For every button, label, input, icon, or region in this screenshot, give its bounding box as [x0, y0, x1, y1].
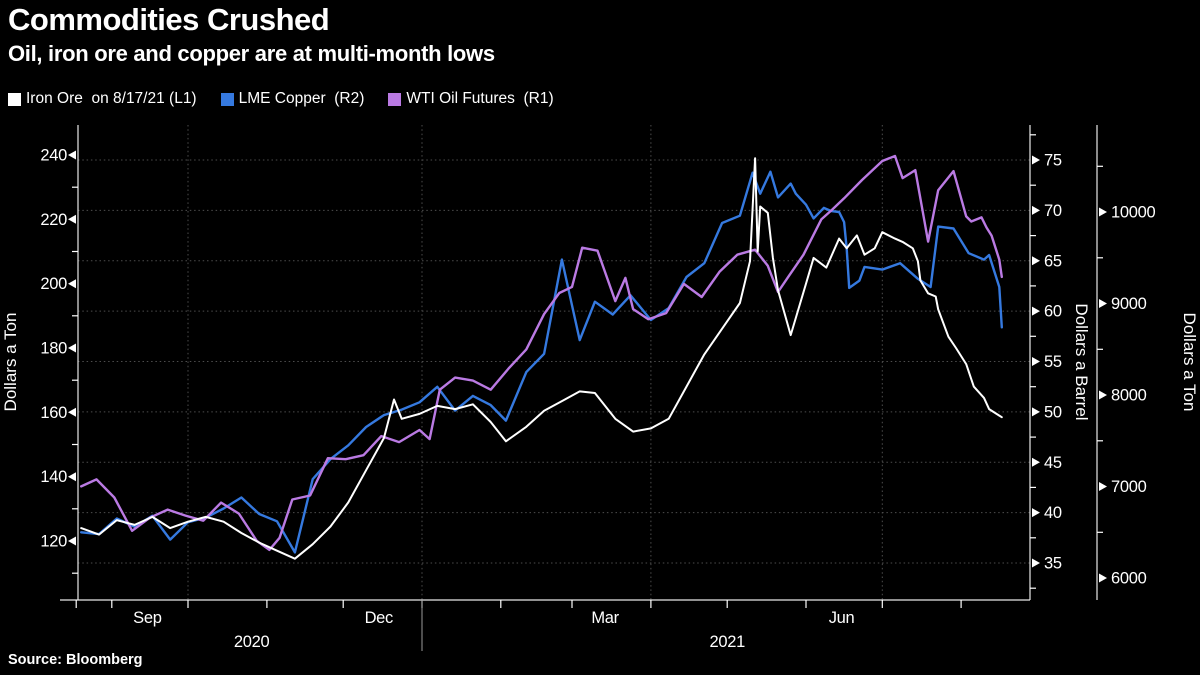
axis-tick-label: 6000: [1111, 570, 1147, 588]
tick-arrow-icon: [1032, 357, 1040, 366]
x-axis: Sep Dec Mar Jun 2020 2021: [75, 600, 962, 651]
tick-arrow-icon: [68, 536, 76, 546]
tick-arrow-icon: [68, 472, 76, 482]
tick-arrow-icon: [1099, 390, 1107, 400]
axis-tick-label: 65: [1044, 252, 1062, 270]
right-axis-barrel-title: Dollars a Barrel: [1072, 303, 1091, 420]
axis-tick-label: 220: [40, 211, 67, 229]
tick-arrow-icon: [1099, 207, 1107, 217]
month-label: Sep: [133, 609, 162, 627]
axis-lines: [60, 125, 1098, 601]
year-label: 2021: [709, 633, 745, 651]
axis-tick-label: 75: [1044, 152, 1062, 170]
tick-arrow-icon: [1032, 457, 1040, 467]
tick-arrow-icon: [1032, 306, 1040, 316]
axis-tick-label: 70: [1044, 202, 1062, 220]
tick-arrow-icon: [1032, 558, 1040, 568]
lme-copper-swatch-icon: [220, 92, 234, 106]
axis-tick-label: 120: [40, 533, 67, 551]
chart-subtitle: Oil, iron ore and copper are at multi-mo…: [8, 41, 495, 66]
tick-arrow-icon: [1099, 299, 1107, 308]
right-axis-ton-title: Dollars a Ton: [1180, 313, 1199, 412]
axis-tick-label: 40: [1044, 504, 1062, 522]
right-axis-barrel: 75 70 65 60 55 50 45 40 35 Dollars a Barrel: [1030, 134, 1091, 589]
iron-ore-line: [80, 157, 1003, 560]
axis-tick-label: 10000: [1111, 204, 1156, 222]
axis-tick-label: 9000: [1111, 295, 1147, 313]
chart-title: Commodities Crushed: [8, 2, 330, 37]
series-lines: [80, 154, 1003, 560]
right-axis-ton: 10000 9000 8000 7000 6000 Dollars a Ton: [1097, 165, 1199, 588]
legend-item-lme-copper: LME Copper (R2): [220, 90, 365, 108]
axis-tick-label: 60: [1044, 303, 1062, 321]
tick-arrow-icon: [68, 214, 76, 224]
tick-arrow-icon: [68, 343, 76, 353]
tick-arrow-icon: [68, 407, 76, 417]
left-axis-title: Dollars a Ton: [1, 313, 20, 412]
legend-item-wti-oil: WTI Oil Futures (R1): [388, 90, 554, 108]
month-label: Dec: [365, 609, 393, 627]
axis-tick-label: 8000: [1111, 387, 1147, 405]
tick-arrow-icon: [1099, 482, 1107, 491]
iron-ore-swatch-icon: [8, 92, 21, 106]
plot-gridlines: [78, 125, 1030, 600]
tick-arrow-icon: [68, 150, 76, 160]
source-credit: Source: Bloomberg: [8, 652, 143, 668]
wti-oil-swatch-icon: [388, 92, 402, 106]
tick-arrow-icon: [1032, 256, 1040, 266]
axis-tick-label: 50: [1044, 403, 1062, 421]
wti-oil-line: [80, 154, 1003, 552]
axis-tick-label: 160: [40, 404, 67, 422]
axis-tick-label: 140: [40, 468, 67, 486]
lme-copper-line: [80, 170, 1003, 554]
tick-arrow-icon: [1032, 155, 1040, 165]
axis-tick-label: 7000: [1111, 478, 1147, 496]
legend: Iron Ore on 8/17/21 (L1) LME Copper (R2)…: [8, 90, 554, 108]
month-label: Mar: [591, 609, 619, 627]
axis-tick-label: 55: [1044, 353, 1062, 371]
tick-arrow-icon: [1032, 407, 1040, 417]
legend-label: LME Copper (R2): [238, 90, 365, 107]
legend-label: Iron Ore on 8/17/21 (L1): [26, 90, 197, 107]
year-label: 2020: [234, 633, 270, 651]
axis-tick-label: 180: [40, 340, 67, 358]
tick-arrow-icon: [68, 279, 76, 289]
axis-tick-label: 35: [1044, 555, 1062, 573]
axis-tick-label: 200: [40, 275, 67, 293]
legend-item-iron-ore: Iron Ore on 8/17/21 (L1): [8, 90, 197, 108]
axis-tick-label: 240: [40, 147, 67, 165]
axis-tick-label: 45: [1044, 454, 1062, 472]
tick-arrow-icon: [1099, 573, 1107, 583]
tick-arrow-icon: [1032, 508, 1040, 518]
month-label: Jun: [829, 609, 855, 627]
legend-label: WTI Oil Futures (R1): [406, 90, 554, 107]
tick-arrow-icon: [1032, 205, 1040, 215]
left-axis: 240 220 200 180 160 140 120 Dollars a Ton: [1, 147, 78, 574]
